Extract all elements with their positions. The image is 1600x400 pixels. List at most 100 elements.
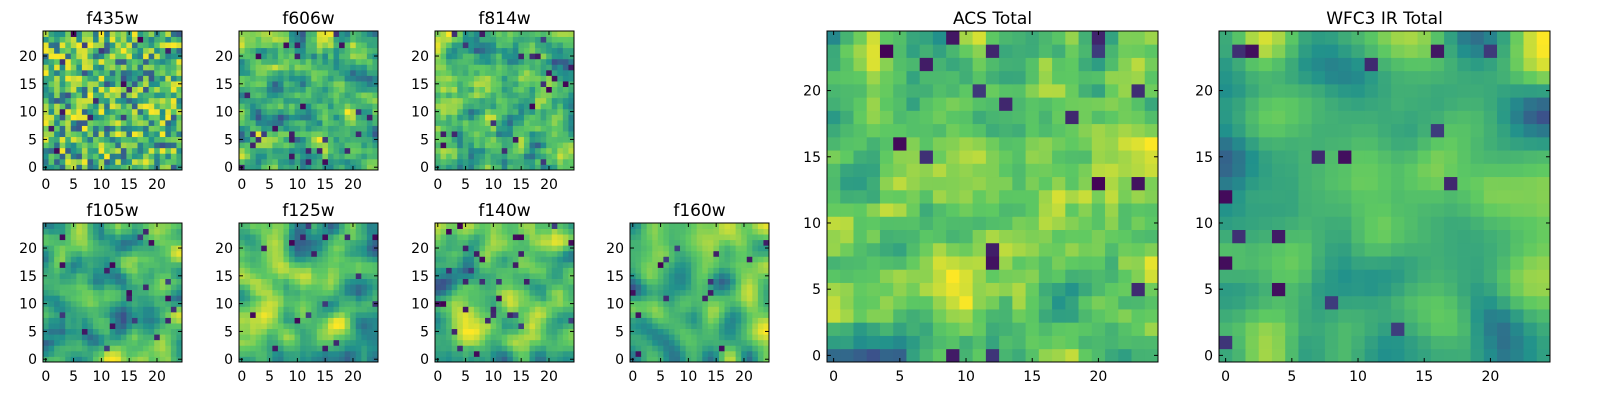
heatmap-cell — [70, 136, 77, 143]
heatmap-cell — [451, 250, 458, 257]
heatmap-cell — [322, 86, 329, 93]
heatmap-cell — [490, 153, 497, 160]
heatmap-cell — [316, 239, 323, 246]
heatmap-cell — [529, 278, 536, 285]
heatmap-cell — [557, 223, 564, 229]
heatmap-cell — [457, 317, 464, 324]
heatmap-cell — [451, 142, 458, 149]
heatmap-cell — [137, 295, 144, 302]
heatmap-cell — [1038, 309, 1053, 323]
heatmap-cell — [562, 53, 569, 60]
heatmap-cell — [462, 75, 469, 82]
heatmap-cell — [239, 42, 245, 49]
heatmap-cell — [81, 58, 88, 65]
axes-frame — [238, 30, 379, 171]
heatmap-cell — [250, 114, 257, 121]
heatmap-cell — [763, 284, 770, 291]
heatmap-cell — [154, 250, 161, 257]
heatmap-cell — [43, 158, 49, 165]
heatmap-cell — [468, 256, 475, 263]
heatmap-cell — [752, 300, 759, 307]
heatmap-cell — [283, 295, 290, 302]
heatmap-cell — [283, 239, 290, 246]
heatmap-cell — [691, 278, 698, 285]
heatmap-cell — [440, 295, 447, 302]
heatmap-cell — [159, 58, 166, 65]
heatmap-cell — [148, 153, 155, 160]
heatmap-cell — [1078, 282, 1093, 297]
heatmap-cell — [148, 261, 155, 268]
heatmap-cell — [250, 223, 257, 229]
heatmap-cell — [757, 278, 764, 285]
heatmap-cell — [294, 284, 301, 291]
heatmap-cell — [239, 323, 245, 330]
heatmap-cell — [70, 306, 77, 313]
heatmap-cell — [827, 335, 841, 350]
heatmap-cell — [115, 328, 122, 335]
heatmap-cell — [1091, 322, 1106, 336]
heatmap-cell — [277, 69, 284, 76]
heatmap-cell — [289, 234, 295, 241]
heatmap-cell — [663, 317, 670, 324]
heatmap-cell — [54, 239, 61, 246]
heatmap-cell — [446, 228, 453, 235]
heatmap-cell — [87, 234, 94, 241]
heatmap-cell — [344, 42, 351, 49]
heatmap-cell — [746, 245, 753, 252]
heatmap-cell — [272, 356, 279, 363]
heatmap-cell — [277, 119, 284, 126]
heatmap-cell — [366, 164, 373, 171]
heatmap-cell — [663, 228, 670, 235]
heatmap-cell — [277, 300, 284, 307]
heatmap-cell — [490, 86, 497, 93]
heatmap-cell — [277, 245, 284, 252]
heatmap-cell — [289, 295, 295, 302]
heatmap-cell — [1131, 309, 1146, 323]
heatmap-cell — [333, 273, 340, 279]
heatmap-cell — [109, 75, 116, 82]
heatmap-cell — [294, 261, 301, 268]
heatmap-cell — [277, 108, 284, 115]
heatmap-cell — [451, 69, 458, 76]
x-tick-label: 10 — [679, 369, 697, 385]
heatmap-cell — [557, 234, 564, 241]
heatmap-cell — [746, 317, 753, 324]
heatmap-cell — [311, 300, 318, 307]
heatmap-cell — [529, 31, 536, 37]
heatmap-cell — [523, 114, 530, 121]
heatmap-cell — [59, 131, 66, 138]
y-tick-label: 0 — [615, 352, 624, 368]
heatmap-cell — [366, 64, 373, 71]
heatmap-cell — [65, 69, 72, 76]
heatmap-cell — [718, 356, 725, 363]
heatmap-cell — [54, 250, 61, 257]
heatmap-cell — [562, 289, 569, 296]
heatmap-cell — [713, 278, 720, 285]
heatmap-cell — [652, 323, 659, 330]
heatmap-cell — [327, 164, 334, 171]
heatmap-cell — [48, 228, 55, 235]
heatmap-cell — [468, 334, 475, 341]
heatmap-cell — [853, 309, 868, 323]
heatmap-cell — [300, 261, 307, 268]
heatmap-cell — [266, 295, 273, 302]
heatmap-cell — [261, 223, 268, 229]
heatmap-cell — [366, 256, 373, 263]
heatmap-cell — [311, 142, 318, 149]
axes-frame — [42, 222, 183, 363]
heatmap-cell — [685, 306, 692, 313]
heatmap-cell — [435, 284, 441, 291]
heatmap-cell — [473, 75, 480, 82]
heatmap-cell — [507, 239, 514, 246]
heatmap-cell — [344, 239, 351, 246]
heatmap-cell — [1012, 335, 1026, 350]
heatmap-cell — [109, 289, 116, 296]
heatmap-cell — [350, 136, 357, 143]
heatmap-cell — [507, 261, 514, 268]
heatmap-cell — [551, 289, 558, 296]
heatmap-cell — [646, 228, 653, 235]
heatmap-cell — [277, 42, 284, 49]
heatmap-cell — [59, 36, 66, 43]
heatmap-cell — [115, 108, 122, 115]
